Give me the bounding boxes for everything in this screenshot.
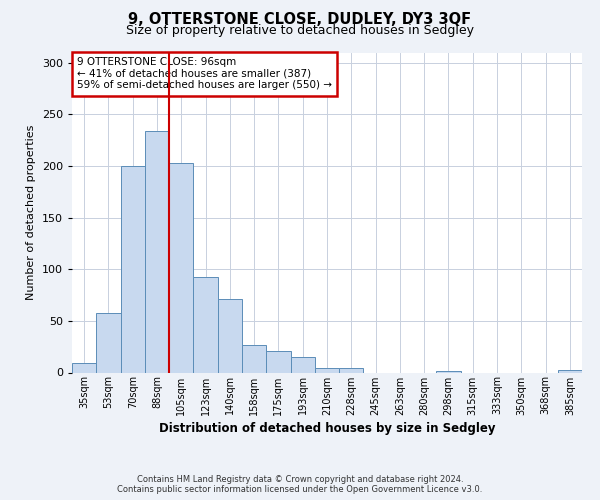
Bar	[266, 351, 290, 372]
Bar	[145, 131, 169, 372]
Bar	[169, 163, 193, 372]
Bar	[242, 344, 266, 372]
Bar	[315, 368, 339, 372]
Bar	[290, 357, 315, 372]
Bar	[218, 299, 242, 372]
X-axis label: Distribution of detached houses by size in Sedgley: Distribution of detached houses by size …	[159, 422, 495, 434]
Bar	[193, 276, 218, 372]
Text: 9, OTTERSTONE CLOSE, DUDLEY, DY3 3QF: 9, OTTERSTONE CLOSE, DUDLEY, DY3 3QF	[128, 12, 472, 28]
Bar	[72, 363, 96, 372]
Text: 9 OTTERSTONE CLOSE: 96sqm
← 41% of detached houses are smaller (387)
59% of semi: 9 OTTERSTONE CLOSE: 96sqm ← 41% of detac…	[77, 58, 332, 90]
Y-axis label: Number of detached properties: Number of detached properties	[26, 125, 36, 300]
Bar	[96, 312, 121, 372]
Text: Contains HM Land Registry data © Crown copyright and database right 2024.
Contai: Contains HM Land Registry data © Crown c…	[118, 474, 482, 494]
Text: Size of property relative to detached houses in Sedgley: Size of property relative to detached ho…	[126, 24, 474, 37]
Bar	[121, 166, 145, 372]
Bar	[339, 368, 364, 372]
Bar	[558, 370, 582, 372]
